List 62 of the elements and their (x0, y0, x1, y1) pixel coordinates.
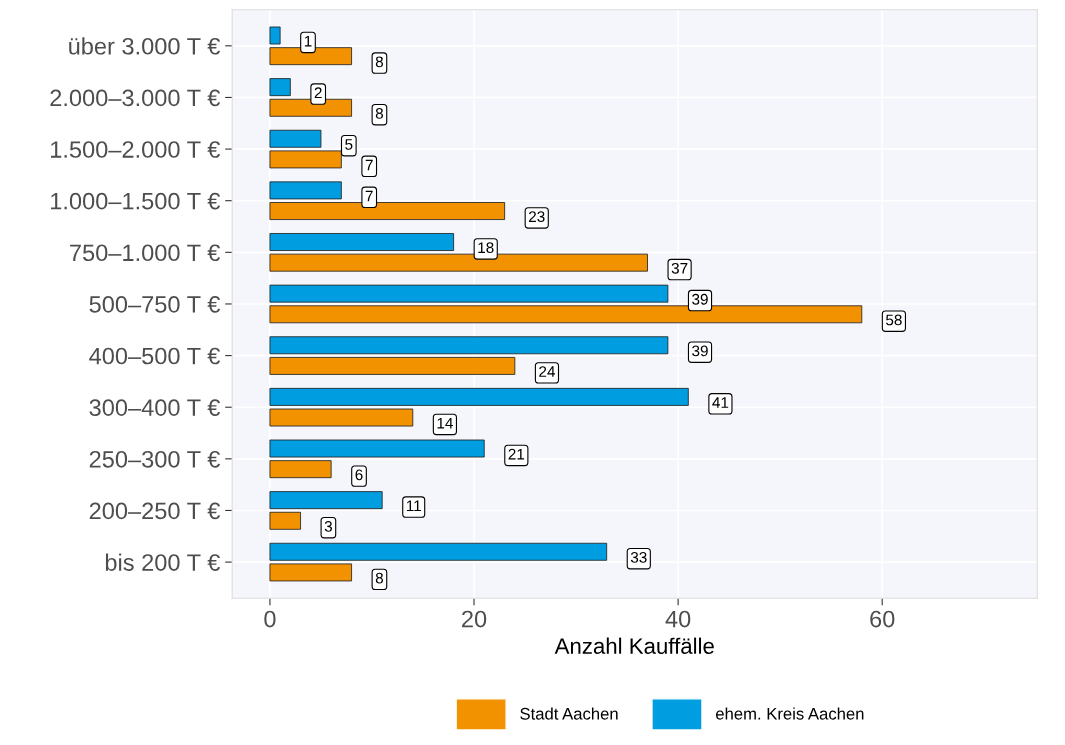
x-tick-label: 40 (665, 610, 691, 628)
y-tick-label: 400–500 T € (89, 347, 221, 365)
x-tick-label: 0 (264, 610, 276, 628)
data-label: 5 (345, 139, 353, 150)
data-label: 21 (508, 448, 525, 460)
data-label: 8 (375, 108, 384, 119)
bar (269, 542, 608, 561)
data-label: 2 (314, 87, 322, 99)
y-tick-label: 750–1.000 T € (70, 244, 221, 262)
bar (269, 150, 342, 169)
bar (269, 98, 352, 117)
y-tick-label: 300–400 T € (89, 399, 221, 416)
data-label: 24 (539, 366, 555, 377)
data-label: 8 (375, 56, 384, 68)
bar (269, 181, 342, 200)
bar (269, 284, 669, 303)
data-label: 39 (692, 293, 708, 305)
data-label: 23 (529, 211, 545, 223)
y-tick-label: 250–300 T € (89, 450, 221, 468)
data-label: 39 (692, 345, 708, 357)
y-tick-label: 1.500–2.000 T € (51, 141, 221, 158)
data-label: 18 (478, 242, 494, 254)
bar (269, 408, 414, 427)
bar (269, 129, 322, 148)
data-label: 14 (437, 417, 453, 429)
data-label: 8 (375, 572, 384, 584)
y-tick-label: bis 200 T € (105, 553, 221, 571)
x-tick-label: 20 (462, 610, 487, 628)
data-label: 1 (304, 35, 312, 47)
bar (269, 305, 863, 324)
x-tick-label: 60 (870, 610, 895, 628)
bar (269, 563, 352, 582)
legend-label: Stadt Aachen (520, 707, 618, 720)
bar (269, 253, 648, 272)
x-axis-title: Anzahl Kauffälle (554, 637, 714, 654)
bar (269, 387, 689, 406)
data-label: 58 (886, 314, 902, 326)
legend-label: ehem. Kreis Aachen (716, 707, 864, 720)
bar (269, 336, 669, 355)
bar (269, 491, 383, 510)
bar (269, 47, 352, 66)
y-tick-label: 1.000–1.500 T € (51, 192, 221, 210)
data-label: 3 (324, 521, 332, 532)
data-label: 6 (355, 469, 363, 481)
data-label: 7 (365, 190, 373, 202)
data-label: 11 (406, 500, 421, 512)
bar (269, 202, 506, 220)
y-tick-label: 500–750 T € (89, 296, 221, 313)
data-label: 41 (712, 397, 729, 408)
y-tick-label: 2.000–3.000 T € (50, 89, 221, 107)
bar (269, 26, 281, 45)
data-label: 7 (365, 159, 373, 171)
data-label: 33 (630, 552, 647, 563)
bar (269, 78, 291, 97)
y-tick-label: 200–250 T € (89, 502, 221, 520)
bar (269, 356, 516, 375)
bar (269, 511, 301, 530)
bar (269, 233, 455, 251)
bar (269, 460, 332, 479)
y-tick-label: über 3.000 T € (69, 37, 221, 55)
data-label: 37 (671, 262, 688, 274)
bar (269, 439, 485, 458)
